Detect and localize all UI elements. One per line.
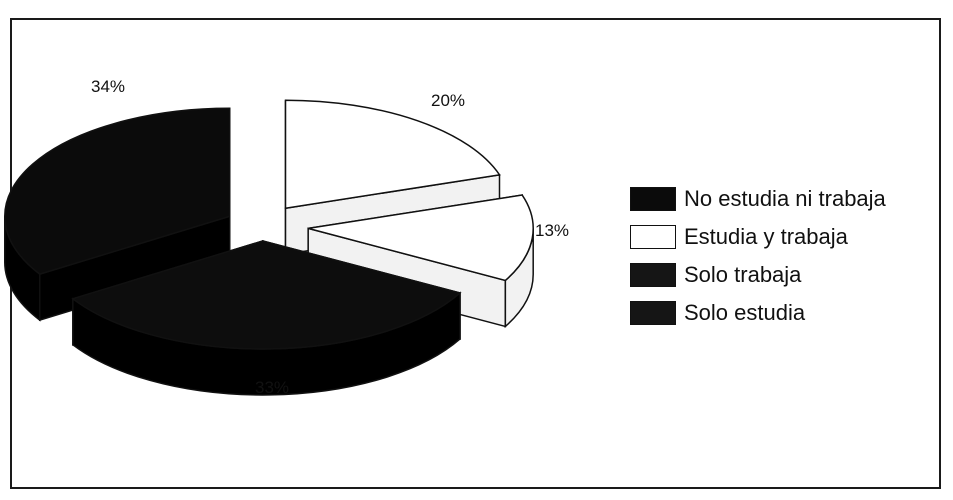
legend-label: Solo estudia (684, 300, 806, 325)
legend-label: Estudia y trabaja (684, 224, 848, 249)
legend-swatch (630, 187, 676, 211)
pie-tops (4, 99, 534, 350)
legend-swatch (630, 301, 676, 325)
pie-slice-no-estudia-ni-trabaja (4, 107, 231, 275)
pie-slice-estudia-y-trabaja (284, 99, 501, 210)
chart-legend: No estudia ni trabaja Estudia y trabaja … (630, 185, 886, 337)
pie-slice-solo-estudia (71, 240, 462, 350)
pie-slice-solo-trabaja (308, 194, 534, 282)
legend-item-solo-trabaja: Solo trabaja (630, 261, 886, 289)
legend-item-solo-estudia: Solo estudia (630, 299, 886, 327)
data-label-estudia-y-trabaja: 20% (431, 91, 465, 110)
legend-label: Solo trabaja (684, 262, 802, 287)
data-label-solo-trabaja: 13% (535, 221, 569, 240)
legend-item-estudia-y-trabaja: Estudia y trabaja (630, 223, 886, 251)
data-label-solo-estudia: 33% (255, 378, 289, 397)
legend-item-no-estudia-ni-trabaja: No estudia ni trabaja (630, 185, 886, 213)
pie-labels: 20% 13% 33% 34% (91, 77, 569, 397)
legend-swatch (630, 225, 676, 249)
data-label-no-estudia-ni-trabaja: 34% (91, 77, 125, 96)
legend-label: No estudia ni trabaja (684, 186, 886, 211)
legend-swatch (630, 263, 676, 287)
